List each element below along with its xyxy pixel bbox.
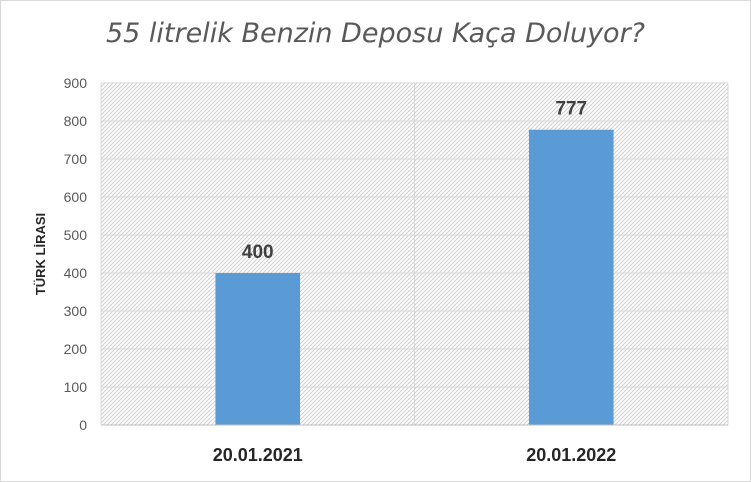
y-tick-label: 200 — [64, 341, 88, 357]
bar — [528, 129, 614, 426]
chart-title: 55 litrelik Benzin Deposu Kaça Doluyor? — [105, 18, 645, 49]
y-tick-label: 900 — [64, 75, 88, 91]
y-axis-title: TÜRK LİRASI — [33, 213, 48, 295]
y-tick-label: 800 — [64, 113, 88, 129]
y-tick-label: 300 — [64, 303, 88, 319]
y-tick-label: 0 — [79, 417, 87, 433]
bar — [215, 273, 301, 425]
x-tick-label: 20.01.2022 — [526, 445, 616, 465]
y-tick-label: 400 — [64, 265, 88, 281]
labels: 0 100 200 300 400 500 600 700 800 900 400 20.01.202… — [33, 75, 616, 465]
y-tick-label: 600 — [64, 189, 88, 205]
data-label: 777 — [555, 99, 587, 120]
y-tick-label: 100 — [64, 379, 88, 395]
y-tick-label: 500 — [64, 227, 88, 243]
bars — [215, 129, 614, 426]
y-tick-label: 700 — [64, 151, 88, 167]
data-label: 400 — [242, 242, 274, 263]
x-tick-label: 20.01.2021 — [213, 445, 303, 465]
